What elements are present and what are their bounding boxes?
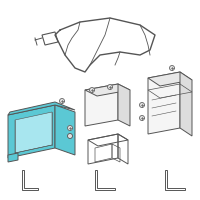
Polygon shape [8, 102, 75, 115]
Polygon shape [15, 112, 52, 153]
Polygon shape [85, 84, 130, 96]
Circle shape [108, 84, 112, 90]
Polygon shape [148, 72, 180, 134]
Polygon shape [8, 153, 18, 162]
Polygon shape [180, 72, 192, 136]
Circle shape [140, 116, 144, 120]
Circle shape [68, 126, 72, 130]
Circle shape [90, 88, 95, 92]
Polygon shape [85, 84, 118, 126]
Circle shape [140, 102, 144, 108]
Polygon shape [118, 84, 130, 126]
Circle shape [60, 98, 64, 104]
Polygon shape [55, 105, 75, 155]
Polygon shape [148, 72, 192, 86]
Circle shape [68, 134, 72, 138]
Polygon shape [8, 105, 55, 158]
Circle shape [170, 66, 174, 71]
